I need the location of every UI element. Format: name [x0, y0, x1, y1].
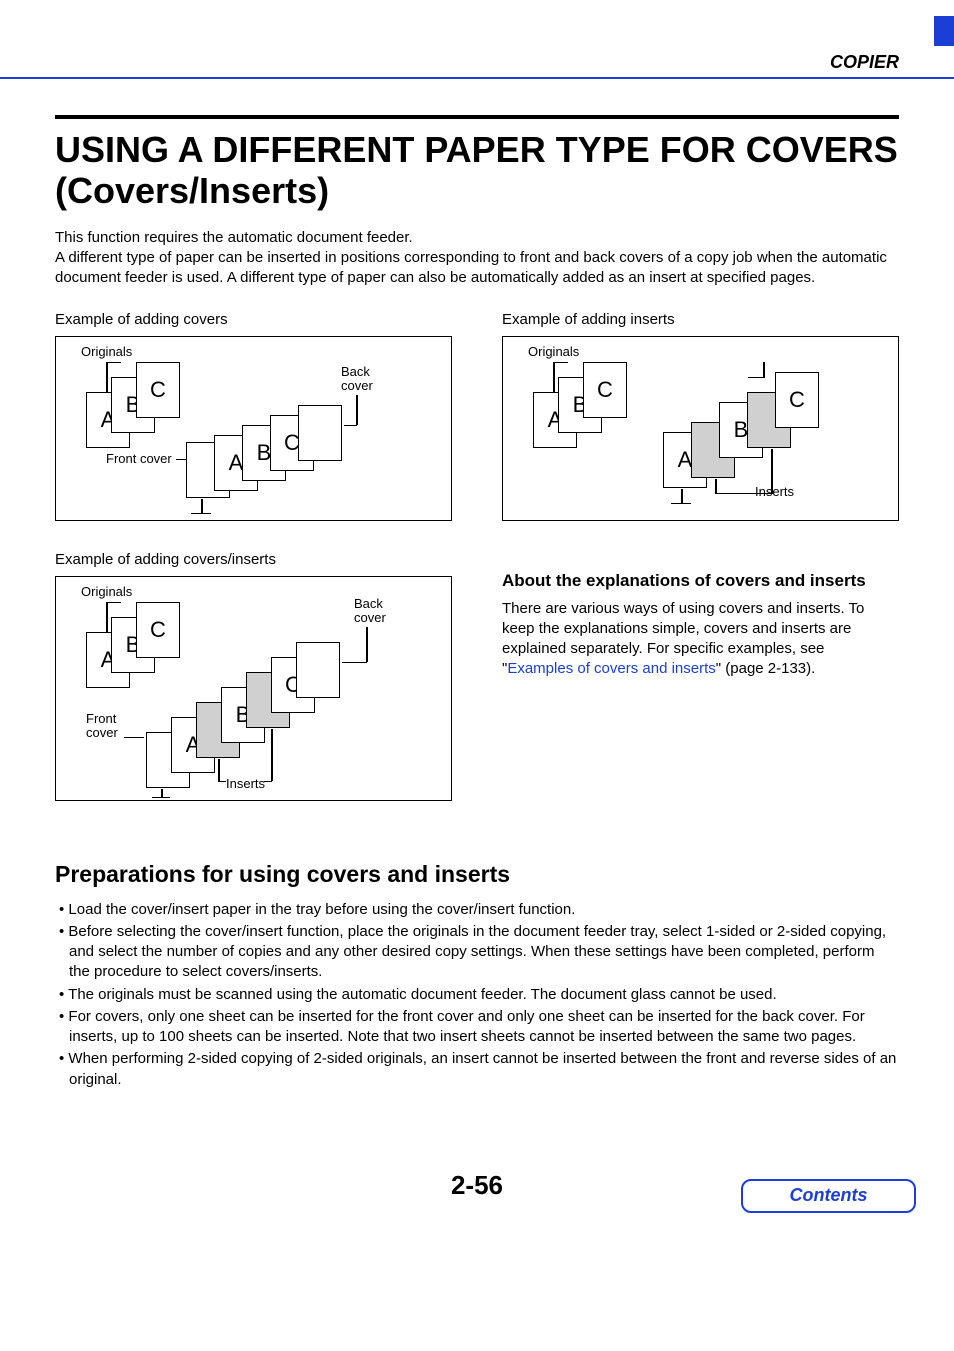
contents-button[interactable]: Contents [741, 1179, 916, 1213]
about-block: About the explanations of covers and ins… [502, 551, 899, 801]
label-back: Back cover [354, 597, 386, 626]
contents-label: Contents [790, 1185, 868, 1206]
diagram-both: Originals A B C A B C Front cover Back c… [55, 576, 452, 801]
example-caption: Example of adding covers [55, 311, 452, 328]
label-originals: Originals [81, 585, 132, 599]
label-originals: Originals [528, 345, 579, 359]
page-c: C [136, 602, 180, 658]
label-back: Back cover [341, 365, 373, 394]
example-caption: Example of adding inserts [502, 311, 899, 328]
title-rule [55, 115, 899, 119]
list-item: Before selecting the cover/insert functi… [55, 922, 899, 983]
diagram-covers: Originals A B C A B C Front cover Back c… [55, 336, 452, 521]
prep-list: Load the cover/insert paper in the tray … [55, 900, 899, 1090]
page-c: C [136, 362, 180, 418]
example-both: Example of adding covers/inserts Origina… [55, 551, 452, 801]
list-item: For covers, only one sheet can be insert… [55, 1007, 899, 1048]
about-post: " (page 2-133). [716, 660, 816, 677]
page-c: C [583, 362, 627, 418]
list-item: When performing 2-sided copying of 2-sid… [55, 1049, 899, 1090]
list-item: The originals must be scanned using the … [55, 985, 899, 1005]
label-front: Front cover [86, 712, 118, 741]
list-item: Load the cover/insert paper in the tray … [55, 900, 899, 920]
section-name: COPIER [830, 52, 899, 73]
page-title: USING A DIFFERENT PAPER TYPE FOR COVERS … [55, 129, 899, 212]
about-heading: About the explanations of covers and ins… [502, 571, 899, 591]
prep-heading: Preparations for using covers and insert… [55, 861, 899, 888]
page-c-out: C [775, 372, 819, 428]
cover-back-icon [296, 642, 340, 698]
label-inserts: Inserts [226, 777, 265, 791]
about-body: There are various ways of using covers a… [502, 599, 899, 680]
example-inserts: Example of adding inserts Originals A B … [502, 311, 899, 521]
example-caption: Example of adding covers/inserts [55, 551, 452, 568]
diagram-inserts: Originals A B C A B C Inserts [502, 336, 899, 521]
label-front: Front cover [106, 452, 172, 466]
cover-back-icon [298, 405, 342, 461]
label-originals: Originals [81, 345, 132, 359]
example-covers: Example of adding covers Originals A B C… [55, 311, 452, 521]
examples-link[interactable]: Examples of covers and inserts [507, 660, 715, 677]
intro-text: This function requires the automatic doc… [55, 228, 899, 289]
side-tab [0, 0, 954, 46]
header: COPIER [0, 46, 954, 79]
